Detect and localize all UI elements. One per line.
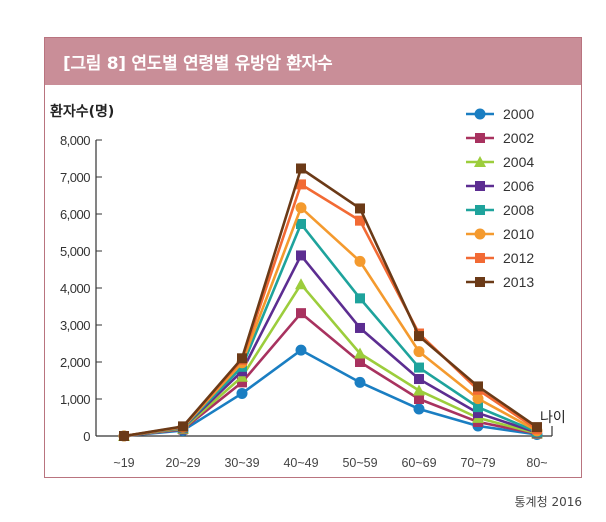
legend-marker <box>475 205 485 215</box>
y-tick-label: 5,000 <box>60 244 90 259</box>
legend-item-2010: 2010 <box>466 226 534 242</box>
data-point-2006-5 <box>414 374 424 385</box>
legend-item-2002: 2002 <box>466 130 534 146</box>
y-tick-label: 8,000 <box>60 133 90 148</box>
data-point-2013-1 <box>178 421 188 432</box>
x-tick-label: ~19 <box>113 456 134 470</box>
data-point-2000-4 <box>354 376 366 388</box>
data-point-2004-3 <box>295 278 307 290</box>
data-point-2008-4 <box>355 293 365 304</box>
data-point-2010-6 <box>472 393 484 405</box>
data-point-2013-0 <box>119 431 129 441</box>
legend-item-2000: 2000 <box>466 106 534 122</box>
chart-legend: 2000 2002 2004 2006 2008 2010 2012 2013 <box>466 106 534 290</box>
data-point-2006-4 <box>355 322 365 333</box>
data-point-2012-4 <box>355 215 365 226</box>
legend-item-2006: 2006 <box>466 178 534 194</box>
data-point-2013-5 <box>414 331 424 342</box>
legend-marker <box>474 228 486 240</box>
legend-marker <box>475 253 485 263</box>
legend-label: 2006 <box>503 178 534 194</box>
data-point-2008-3 <box>296 218 306 229</box>
data-point-2004-4 <box>354 347 366 359</box>
series-line-2013 <box>123 167 538 438</box>
legend-marker <box>474 156 486 167</box>
title-bar: [그림 8] 연도별 연령별 유방암 환자수 <box>45 38 581 85</box>
y-tick-label: 0 <box>83 429 90 444</box>
series-2013 <box>119 163 542 441</box>
legend-item-2004: 2004 <box>466 154 534 170</box>
y-tick-label: 2,000 <box>60 355 90 370</box>
x-tick-label: 60~69 <box>401 456 436 470</box>
legend-label: 2010 <box>503 226 534 242</box>
y-tick-label: 3,000 <box>60 318 90 333</box>
chart-title: [그림 8] 연도별 연령별 유방암 환자수 <box>63 54 333 74</box>
series-2008 <box>119 218 542 441</box>
legend-label: 2002 <box>503 130 534 146</box>
data-point-2002-2 <box>237 377 247 388</box>
data-point-2008-6 <box>473 402 483 413</box>
data-point-2000-2 <box>236 387 248 399</box>
data-point-2013-3 <box>296 163 306 174</box>
legend-label: 2013 <box>503 274 534 290</box>
legend-label: 2012 <box>503 250 534 266</box>
data-point-2013-7 <box>532 422 542 433</box>
series-layer <box>118 163 543 442</box>
data-point-2000-3 <box>295 344 307 356</box>
legend-item-2008: 2008 <box>466 202 534 218</box>
x-tick-label: 40~49 <box>283 456 318 470</box>
x-tick-label: 70~79 <box>460 456 495 470</box>
data-point-2010-5 <box>413 346 425 358</box>
legend-label: 2004 <box>503 154 534 170</box>
data-point-2013-6 <box>473 381 483 392</box>
data-point-2004-5 <box>413 384 425 396</box>
data-point-2013-2 <box>237 353 247 364</box>
data-point-2013-4 <box>355 203 365 214</box>
data-point-2008-5 <box>414 362 424 373</box>
legend-marker <box>475 277 485 287</box>
data-point-2000-5 <box>413 403 425 415</box>
series-line-2000 <box>123 348 538 438</box>
source-note: 통계청 2016 <box>514 495 582 509</box>
data-point-2012-3 <box>296 179 306 190</box>
data-point-2002-4 <box>355 357 365 367</box>
x-tick-label: 80~ <box>526 456 547 470</box>
x-axis-title: 나이 <box>540 410 566 426</box>
y-axis-title: 환자수(명) <box>50 103 114 120</box>
data-point-2010-3 <box>295 202 307 214</box>
legend-label: 2000 <box>503 106 534 122</box>
legend-marker <box>474 108 486 120</box>
legend-item-2012: 2012 <box>466 250 534 266</box>
data-point-2002-3 <box>296 308 306 319</box>
data-point-2006-6 <box>473 408 483 419</box>
legend-marker <box>475 133 485 143</box>
data-point-2002-5 <box>414 394 424 404</box>
y-tick-label: 7,000 <box>60 170 90 185</box>
data-point-2006-3 <box>296 250 306 261</box>
data-point-2004-2 <box>236 370 248 382</box>
x-tick-label: 20~29 <box>165 456 200 470</box>
chart-axes: 0 1,000 2,000 3,000 4,000 5,000 6,000 7,000 8,00… <box>50 103 566 470</box>
x-tick-label: 30~39 <box>224 456 259 470</box>
y-tick-label: 4,000 <box>60 281 90 296</box>
legend-marker <box>475 181 485 191</box>
y-tick-label: 6,000 <box>60 207 90 222</box>
legend-item-2013: 2013 <box>466 274 534 290</box>
y-tick-label: 1,000 <box>60 392 90 407</box>
data-point-2010-4 <box>354 255 366 267</box>
x-tick-label: 50~59 <box>342 456 377 470</box>
legend-label: 2008 <box>503 202 534 218</box>
